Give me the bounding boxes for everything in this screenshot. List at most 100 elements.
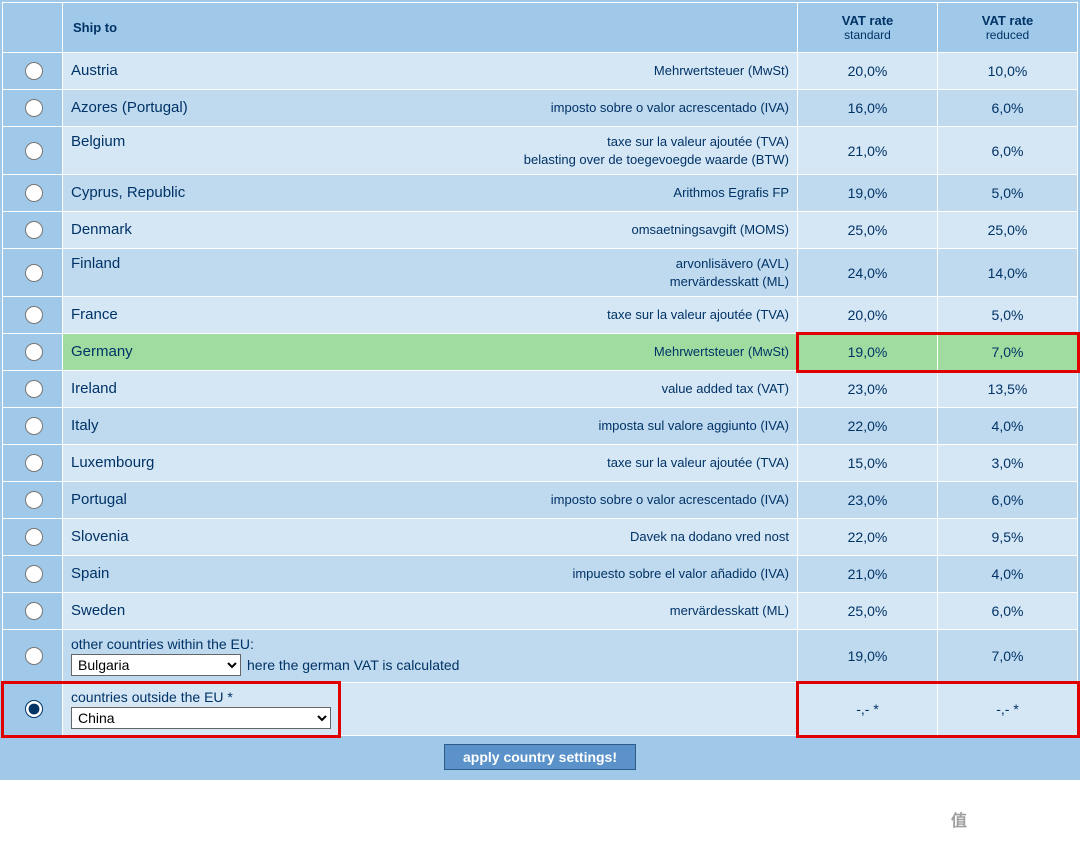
radio-cell: [3, 630, 63, 683]
radio-cell: [3, 175, 63, 212]
rate-standard: 24,0%: [798, 249, 938, 297]
rate-reduced: 5,0%: [938, 175, 1078, 212]
country-radio[interactable]: [25, 700, 43, 718]
country-name: Austria: [71, 62, 118, 79]
country-name: Finland: [71, 255, 120, 272]
country-radio[interactable]: [25, 454, 43, 472]
vat-table: Ship to VAT rate standard VAT rate reduc…: [2, 2, 1078, 736]
country-name: Azores (Portugal): [71, 99, 188, 116]
rate-reduced: -,- *: [938, 683, 1078, 736]
rate-reduced: 5,0%: [938, 297, 1078, 334]
country-cell: Germany Mehrwertsteuer (MwSt): [63, 334, 798, 371]
outside-eu-row: countries outside the EU *China-,- *-,- …: [3, 683, 1078, 736]
country-radio[interactable]: [25, 99, 43, 117]
table-row: AustriaMehrwertsteuer (MwSt)20,0%10,0%: [3, 53, 1078, 90]
country-name: Belgium: [71, 133, 125, 150]
other-eu-row: other countries within the EU:Bulgariahe…: [3, 630, 1078, 683]
country-radio[interactable]: [25, 62, 43, 80]
country-radio[interactable]: [25, 565, 43, 583]
watermark: 值 什么值得买: [946, 806, 1068, 832]
country-name: Sweden: [71, 602, 125, 619]
outside-eu-select[interactable]: China: [71, 707, 331, 729]
rate-reduced: 6,0%: [938, 127, 1078, 175]
country-radio[interactable]: [25, 380, 43, 398]
country-name: Germany: [71, 343, 133, 360]
header-rate-red: VAT rate reduced: [938, 3, 1078, 53]
country-name: France: [71, 306, 118, 323]
watermark-badge-icon: 值: [946, 806, 972, 832]
outside-eu-label: countries outside the EU *: [71, 689, 789, 705]
tax-name: imposto sobre o valor acrescentado (IVA): [551, 491, 789, 509]
rate-reduced: 10,0%: [938, 53, 1078, 90]
country-cell: Finlandarvonlisävero (AVL) mervärdesskat…: [63, 249, 798, 297]
tax-name: imposto sobre o valor acrescentado (IVA): [551, 99, 789, 117]
table-row: Finlandarvonlisävero (AVL) mervärdesskat…: [3, 249, 1078, 297]
country-radio[interactable]: [25, 491, 43, 509]
radio-cell: [3, 249, 63, 297]
country-radio[interactable]: [25, 184, 43, 202]
country-radio[interactable]: [25, 264, 43, 282]
country-cell: AustriaMehrwertsteuer (MwSt): [63, 53, 798, 90]
rate-standard: 15,0%: [798, 445, 938, 482]
radio-cell: [3, 683, 63, 736]
country-radio[interactable]: [25, 602, 43, 620]
header-rate-red-sub: reduced: [944, 28, 1071, 42]
table-row: Germany Mehrwertsteuer (MwSt) 19,0%7,0%: [3, 334, 1078, 371]
country-name: Slovenia: [71, 528, 129, 545]
country-radio[interactable]: [25, 647, 43, 665]
rate-standard: 22,0%: [798, 408, 938, 445]
table-row: Cyprus, RepublicArithmos Egrafis FP19,0%…: [3, 175, 1078, 212]
tax-name: taxe sur la valeur ajoutée (TVA) belasti…: [524, 133, 789, 168]
header-rate-std: VAT rate standard: [798, 3, 938, 53]
country-cell: Slovenia Davek na dodano vred nost: [63, 519, 798, 556]
rate-standard: 25,0%: [798, 212, 938, 249]
rate-standard: 20,0%: [798, 297, 938, 334]
tax-name: Arithmos Egrafis FP: [673, 184, 789, 202]
rate-standard: 16,0%: [798, 90, 938, 127]
outside-eu-cell: countries outside the EU * China: [63, 683, 798, 736]
tax-name: imposta sul valore aggiunto (IVA): [598, 417, 789, 435]
country-cell: Azores (Portugal) imposto sobre o valor a…: [63, 90, 798, 127]
tax-name: Davek na dodano vred nost: [630, 528, 789, 546]
rate-reduced: 6,0%: [938, 90, 1078, 127]
radio-cell: [3, 53, 63, 90]
country-name: Cyprus, Republic: [71, 184, 185, 201]
header-blank: [3, 3, 63, 53]
apply-row: apply country settings!: [2, 736, 1078, 778]
tax-name: Mehrwertsteuer (MwSt): [654, 343, 789, 361]
table-row: Francetaxe sur la valeur ajoutée (TVA)20…: [3, 297, 1078, 334]
rate-standard: 23,0%: [798, 482, 938, 519]
radio-cell: [3, 127, 63, 175]
table-row: SloveniaDavek na dodano vred nost22,0%9,…: [3, 519, 1078, 556]
table-row: Swedenmervärdesskatt (ML)25,0%6,0%: [3, 593, 1078, 630]
table-row: Belgium taxe sur la valeur ajoutée (TVA) …: [3, 127, 1078, 175]
country-radio[interactable]: [25, 306, 43, 324]
header-rate-std-sub: standard: [804, 28, 931, 42]
watermark-text: 什么值得买: [978, 806, 1068, 832]
country-radio[interactable]: [25, 142, 43, 160]
country-cell: Cyprus, Republic Arithmos Egrafis FP: [63, 175, 798, 212]
country-radio[interactable]: [25, 417, 43, 435]
radio-cell: [3, 556, 63, 593]
country-radio[interactable]: [25, 528, 43, 546]
rate-standard: 23,0%: [798, 371, 938, 408]
country-name: Ireland: [71, 380, 117, 397]
rate-standard: 21,0%: [798, 127, 938, 175]
rate-reduced: 7,0%: [938, 334, 1078, 371]
other-eu-select[interactable]: Bulgaria: [71, 654, 241, 676]
country-radio[interactable]: [25, 221, 43, 239]
rate-reduced: 6,0%: [938, 593, 1078, 630]
tax-name: impuesto sobre el valor añadido (IVA): [572, 565, 789, 583]
country-cell: Italyimposta sul valore aggiunto (IVA): [63, 408, 798, 445]
table-row: Irelandvalue added tax (VAT)23,0%13,5%: [3, 371, 1078, 408]
rate-reduced: 7,0%: [938, 630, 1078, 683]
rate-standard: 21,0%: [798, 556, 938, 593]
radio-cell: [3, 334, 63, 371]
radio-cell: [3, 371, 63, 408]
country-radio[interactable]: [25, 343, 43, 361]
apply-button[interactable]: apply country settings!: [444, 744, 636, 770]
rate-reduced: 4,0%: [938, 408, 1078, 445]
rate-standard: 19,0%: [798, 334, 938, 371]
rate-reduced: 14,0%: [938, 249, 1078, 297]
header-rate-red-label: VAT rate: [982, 13, 1034, 28]
